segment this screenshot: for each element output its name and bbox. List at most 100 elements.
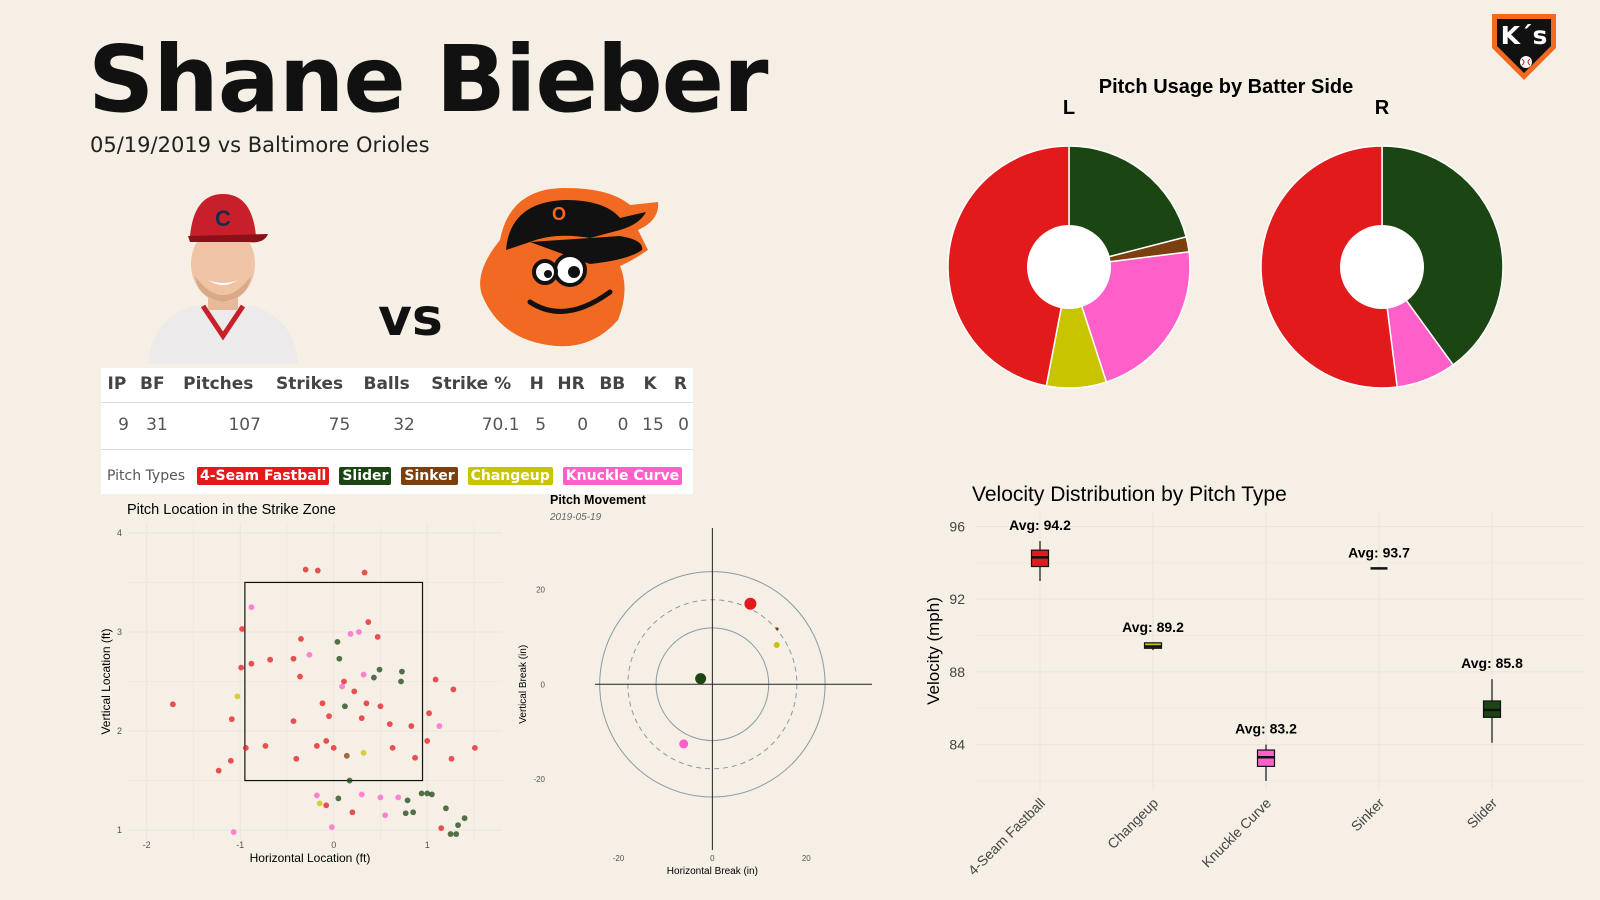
velocity-chart: Velocity Distribution by Pitch Type 84 88 9… bbox=[924, 483, 1585, 878]
usage-slice bbox=[1381, 145, 1504, 366]
location-point bbox=[453, 831, 460, 837]
location-point bbox=[455, 822, 461, 829]
movement-point bbox=[775, 627, 779, 631]
location-point bbox=[328, 824, 335, 831]
stats-header-cell: R bbox=[667, 368, 693, 403]
location-point bbox=[404, 797, 411, 804]
location-point bbox=[358, 791, 365, 798]
location-y-tick: 4 bbox=[117, 528, 122, 538]
location-point bbox=[398, 678, 404, 685]
location-point bbox=[290, 655, 297, 662]
stats-value-cell: 5 bbox=[523, 402, 551, 450]
stats-header-cell: K bbox=[632, 368, 668, 403]
location-point bbox=[358, 715, 365, 722]
location-point bbox=[342, 703, 348, 710]
location-point bbox=[377, 794, 384, 801]
stats-value-cell: 107 bbox=[171, 402, 265, 450]
velocity-avg-label: Avg: 93.7 bbox=[1348, 544, 1410, 560]
stats-value-row: 9 31 107 75 32 70.1 5 0 0 15 0 bbox=[101, 402, 693, 450]
pitch-type-badge: Changeup bbox=[467, 467, 553, 485]
location-point bbox=[424, 738, 431, 744]
velocity-y-label: Velocity (mph) bbox=[924, 597, 943, 705]
movement-y-tick: 20 bbox=[536, 586, 545, 595]
location-point bbox=[382, 812, 389, 819]
location-point bbox=[395, 794, 402, 801]
location-point bbox=[316, 800, 323, 807]
pitch-type-badge: Knuckle Curve bbox=[562, 467, 683, 485]
location-point bbox=[323, 802, 330, 809]
location-point bbox=[377, 703, 384, 710]
pitch-type-badge: Slider bbox=[339, 467, 392, 485]
pitch-types-legend: Pitch Types 4-Seam Fastball Slider Sinker C… bbox=[101, 458, 699, 494]
stats-value-cell: 75 bbox=[264, 402, 355, 450]
stats-header-cell: BF bbox=[132, 368, 172, 403]
pitch-types-label: Pitch Types bbox=[107, 468, 185, 484]
movement-x-tick: 0 bbox=[710, 854, 715, 863]
vs-label: vs bbox=[378, 288, 443, 348]
velocity-x-tick: 4-Seam Fastball bbox=[965, 795, 1048, 878]
location-point bbox=[330, 744, 337, 751]
velocity-avg-label: Avg: 83.2 bbox=[1235, 721, 1297, 737]
location-point bbox=[461, 815, 468, 822]
stats-header-cell: HR bbox=[550, 368, 593, 403]
stats-header-cell: H bbox=[523, 368, 551, 403]
location-point bbox=[402, 810, 409, 817]
movement-point bbox=[744, 597, 757, 610]
velocity-x-tick: Knuckle Curve bbox=[1198, 795, 1274, 871]
stats-value-cell: 0 bbox=[550, 402, 593, 450]
location-point bbox=[347, 631, 354, 637]
location-point bbox=[228, 716, 235, 723]
location-point bbox=[386, 721, 393, 727]
movement-y-label: Vertical Break (in) bbox=[518, 645, 529, 724]
velocity-x-tick: Changeup bbox=[1104, 795, 1161, 852]
velocity-x-tick: Slider bbox=[1463, 795, 1500, 832]
movement-x-tick: -20 bbox=[613, 854, 625, 863]
location-point bbox=[426, 710, 432, 717]
usage-title: Pitch Usage by Batter Side bbox=[1099, 76, 1354, 98]
ks-logo-text: K´s bbox=[1500, 21, 1548, 50]
location-point bbox=[326, 713, 332, 720]
location-point bbox=[319, 700, 326, 707]
location-point bbox=[399, 668, 405, 675]
location-point bbox=[424, 790, 431, 797]
location-point bbox=[298, 636, 304, 642]
stats-panel: IP BF Pitches Strikes Balls Strike % H HR BB K R 9… bbox=[101, 368, 693, 494]
movement-point bbox=[695, 673, 707, 685]
movement-chart: Pitch Movement 2019-05-19 -20 0 20 -20 0 20 Hori… bbox=[518, 493, 872, 877]
location-y-tick: 3 bbox=[117, 627, 122, 637]
movement-y-tick: 0 bbox=[541, 680, 546, 689]
stats-value-cell: 0 bbox=[667, 402, 693, 450]
location-x-label: Horizontal Location (ft) bbox=[250, 851, 371, 865]
movement-y-tick: -20 bbox=[533, 775, 545, 784]
location-point bbox=[351, 688, 358, 695]
location-point bbox=[363, 700, 370, 707]
stats-header-cell: BB bbox=[592, 368, 633, 403]
velocity-x-tick: Sinker bbox=[1348, 795, 1388, 835]
location-point bbox=[239, 626, 245, 632]
ks-logo: K´s bbox=[1488, 12, 1560, 82]
usage-donut-hole bbox=[1027, 225, 1111, 309]
location-point bbox=[230, 829, 237, 835]
stats-header-row: IP BF Pitches Strikes Balls Strike % H HR BB K R bbox=[101, 368, 693, 403]
location-point bbox=[335, 795, 342, 802]
svg-text:C: C bbox=[215, 206, 231, 231]
stats-header-cell: Pitches bbox=[171, 368, 265, 403]
location-point bbox=[471, 744, 478, 751]
stats-value-cell: 32 bbox=[354, 402, 419, 450]
location-point bbox=[341, 678, 347, 685]
location-point bbox=[227, 757, 234, 764]
location-y-label: Vertical Location (ft) bbox=[99, 628, 113, 734]
stats-value-cell: 70.1 bbox=[418, 402, 524, 450]
location-point bbox=[374, 634, 381, 640]
location-chart: Pitch Location in the Strike Zone -2 -1 0 1 1… bbox=[99, 502, 502, 865]
location-point bbox=[343, 752, 350, 759]
location-point bbox=[313, 792, 320, 799]
usage-panel-label: L bbox=[1063, 97, 1075, 119]
location-x-tick: -2 bbox=[143, 840, 151, 850]
location-point bbox=[306, 651, 313, 658]
usage-chart: Pitch Usage by Batter Side L R bbox=[947, 76, 1504, 389]
location-point bbox=[248, 660, 255, 667]
location-point bbox=[334, 638, 341, 645]
location-point bbox=[349, 809, 356, 816]
location-point bbox=[290, 718, 297, 725]
